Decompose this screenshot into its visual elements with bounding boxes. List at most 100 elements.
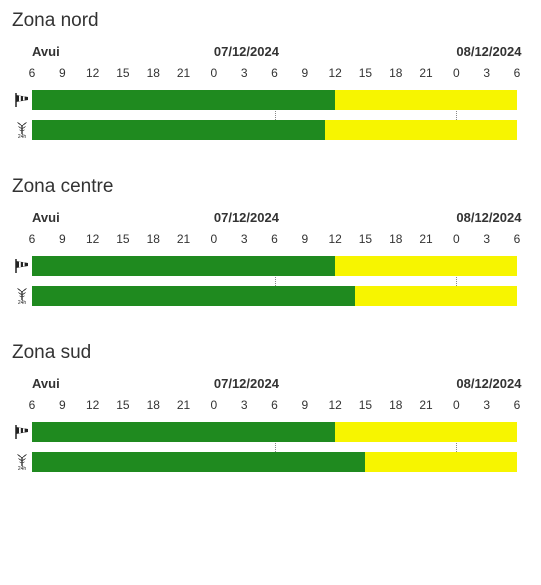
risk-bar [32, 90, 517, 110]
hour-tick: 0 [211, 232, 218, 246]
hour-axis: 6912151821036912151821036 [12, 232, 517, 250]
risk-row [12, 422, 517, 442]
hour-tick: 9 [301, 232, 308, 246]
zone-block: Zona sudAvui07/12/202408/12/202469121518… [12, 342, 529, 472]
risk-bar [32, 256, 517, 276]
risk-row [12, 256, 517, 276]
windsock-icon [14, 424, 30, 440]
row-icon: 24h [12, 121, 32, 139]
hour-tick: 0 [211, 66, 218, 80]
hour-tick: 15 [116, 232, 129, 246]
hour-tick: 9 [59, 232, 66, 246]
row-icon: 24h [12, 453, 32, 471]
plant-24h-icon: 24h [14, 453, 30, 471]
hour-tick: 15 [359, 66, 372, 80]
bars-area: 24h [12, 256, 517, 306]
hour-tick: 3 [483, 66, 490, 80]
hour-tick: 9 [59, 66, 66, 80]
hour-tick: 9 [301, 398, 308, 412]
zone-title: Zona centre [12, 176, 529, 198]
hour-tick: 18 [147, 398, 160, 412]
row-icon [12, 92, 32, 108]
timeline: Avui07/12/202408/12/20246912151821036912… [12, 210, 517, 306]
date-axis: Avui07/12/202408/12/2024 [12, 44, 517, 64]
hour-tick: 6 [271, 398, 278, 412]
hour-tick: 3 [241, 232, 248, 246]
hour-tick: 12 [86, 66, 99, 80]
risk-row: 24h [12, 286, 517, 306]
hour-tick: 12 [86, 232, 99, 246]
risk-segment [365, 452, 517, 472]
risk-segment [32, 256, 335, 276]
timeline: Avui07/12/202408/12/20246912151821036912… [12, 376, 517, 472]
hour-tick: 3 [241, 66, 248, 80]
hour-tick: 3 [241, 398, 248, 412]
risk-segment [32, 90, 335, 110]
hour-tick: 18 [389, 66, 402, 80]
risk-segment [325, 120, 517, 140]
date-label: 08/12/2024 [456, 376, 521, 391]
svg-text:24h: 24h [18, 300, 27, 305]
hour-tick: 18 [389, 398, 402, 412]
risk-row: 24h [12, 452, 517, 472]
hour-tick: 3 [483, 232, 490, 246]
weather-zones: Zona nordAvui07/12/202408/12/20246912151… [12, 10, 529, 472]
hour-tick: 15 [359, 398, 372, 412]
date-label: Avui [32, 376, 60, 391]
hour-tick: 21 [177, 232, 190, 246]
date-label: 08/12/2024 [456, 210, 521, 225]
hour-tick: 6 [271, 232, 278, 246]
hour-tick: 12 [328, 232, 341, 246]
hour-tick: 21 [419, 232, 432, 246]
hour-tick: 0 [453, 398, 460, 412]
hour-tick: 6 [29, 398, 36, 412]
hour-tick: 6 [29, 66, 36, 80]
hour-tick: 0 [453, 66, 460, 80]
hour-tick: 18 [389, 232, 402, 246]
date-label: Avui [32, 210, 60, 225]
zone-block: Zona centre Avui 07/12/2024 08/12/2024 6 9 12 1… [12, 176, 529, 306]
hour-tick: 21 [419, 398, 432, 412]
hour-tick: 15 [116, 66, 129, 80]
date-label: 07/12/2024 [214, 44, 279, 59]
risk-bar [32, 120, 517, 140]
row-icon [12, 258, 32, 274]
hour-axis: 6912151821036912151821036 [12, 66, 517, 84]
hour-tick: 9 [59, 398, 66, 412]
hour-tick: 6 [29, 232, 36, 246]
risk-segment [335, 422, 517, 442]
hour-tick: 15 [359, 232, 372, 246]
date-label: 07/12/2024 [214, 376, 279, 391]
svg-text:24h: 24h [18, 134, 27, 139]
risk-segment [355, 286, 517, 306]
risk-segment [335, 90, 517, 110]
risk-bar [32, 452, 517, 472]
date-label: Avui [32, 44, 60, 59]
hour-tick: 15 [116, 398, 129, 412]
date-label: 07/12/2024 [214, 210, 279, 225]
risk-segment [32, 120, 325, 140]
risk-bar [32, 286, 517, 306]
zone-block: Zona nordAvui07/12/202408/12/20246912151… [12, 10, 529, 140]
svg-text:24h: 24h [18, 466, 27, 471]
hour-tick: 6 [514, 232, 521, 246]
hour-tick: 12 [86, 398, 99, 412]
risk-segment [32, 452, 365, 472]
hour-tick: 21 [177, 398, 190, 412]
date-label: 08/12/2024 [456, 44, 521, 59]
hour-tick: 9 [301, 66, 308, 80]
date-axis: Avui07/12/202408/12/2024 [12, 210, 517, 230]
row-icon: 24h [12, 287, 32, 305]
hour-tick: 12 [328, 66, 341, 80]
windsock-icon [14, 258, 30, 274]
risk-row: 24h [12, 120, 517, 140]
hour-tick: 3 [483, 398, 490, 412]
row-icon [12, 424, 32, 440]
hour-axis: 6912151821036912151821036 [12, 398, 517, 416]
risk-segment [32, 286, 355, 306]
risk-segment [32, 422, 335, 442]
hour-tick: 6 [514, 66, 521, 80]
plant-24h-icon: 24h [14, 121, 30, 139]
hour-tick: 18 [147, 232, 160, 246]
hour-tick: 6 [514, 398, 521, 412]
